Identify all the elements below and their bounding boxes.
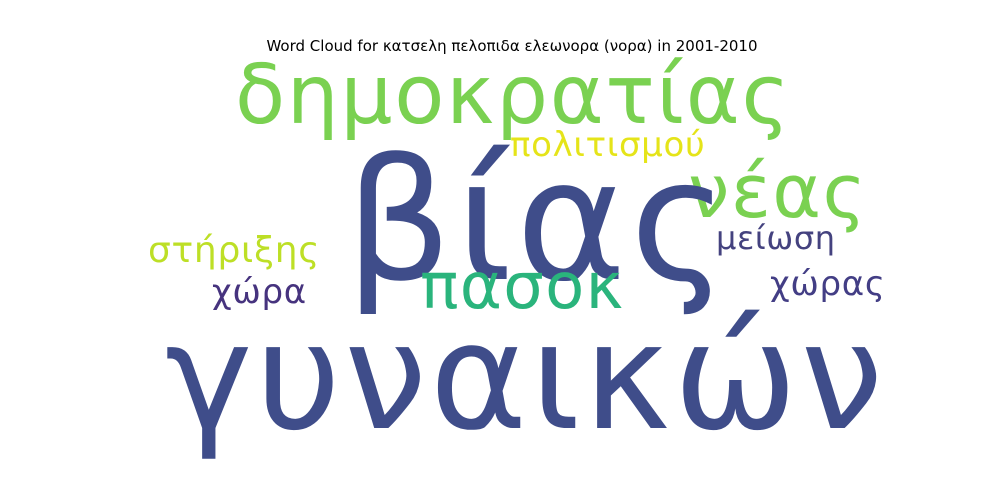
word-neas: νέας bbox=[688, 149, 868, 235]
word-gynaikon: γυναικών bbox=[165, 291, 887, 463]
word-vias: βίας bbox=[345, 123, 732, 319]
word-choras: χώρας bbox=[770, 264, 886, 304]
word-cloud-title: Word Cloud for κατσελη πελοπιδα ελεωνορα… bbox=[266, 37, 758, 55]
word-chora: χώρα bbox=[212, 272, 307, 312]
word-dimokratias: δημοκρατίας bbox=[235, 48, 792, 143]
word-stirixis: στήριξης bbox=[148, 230, 321, 271]
word-meiosi: μείωση bbox=[716, 219, 836, 257]
word-pasok: πασοκ bbox=[420, 250, 625, 324]
word-politismou: πολιτισμού bbox=[510, 125, 706, 165]
